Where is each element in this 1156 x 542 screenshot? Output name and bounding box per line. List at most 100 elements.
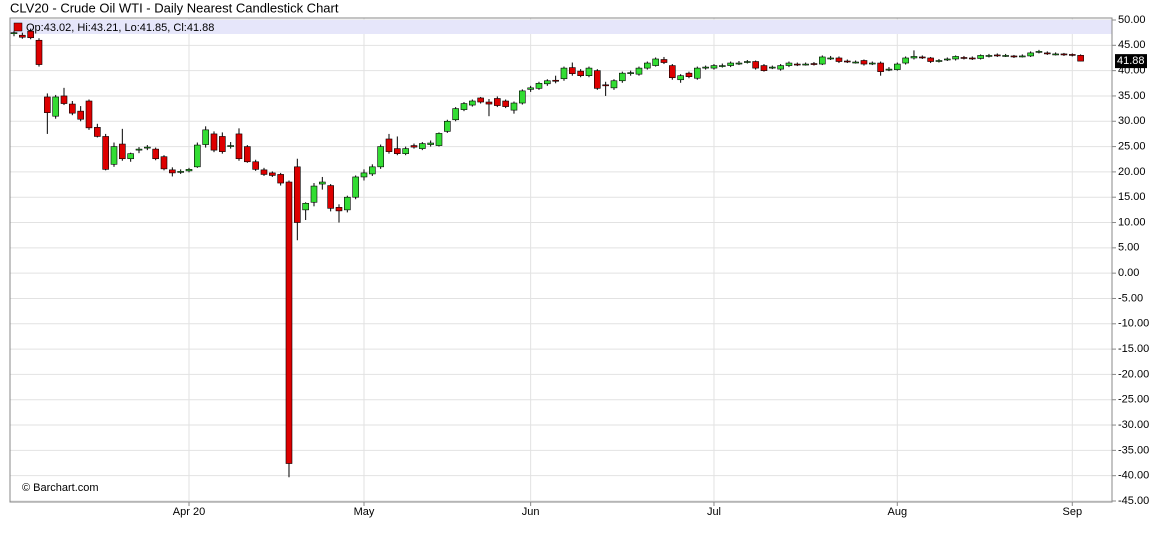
candle-body xyxy=(160,156,168,170)
header-band xyxy=(10,20,1112,34)
y-tick-label: -35.00 xyxy=(1118,444,1149,456)
candle-body xyxy=(369,166,376,175)
candle-body xyxy=(635,67,643,75)
candle-body xyxy=(569,67,576,74)
y-tick-label: 15.00 xyxy=(1118,191,1146,203)
candle-body xyxy=(1068,54,1076,56)
candle-body xyxy=(10,32,18,34)
y-tick-label: -45.00 xyxy=(1118,495,1149,507)
candle-body xyxy=(1060,53,1068,56)
candle-body xyxy=(1002,55,1009,57)
candle-body xyxy=(319,181,326,185)
candle-body xyxy=(1027,52,1034,57)
candle-body xyxy=(952,56,959,60)
candle-body xyxy=(152,148,159,160)
y-tick-label: -10.00 xyxy=(1118,318,1149,330)
candle-body xyxy=(760,65,768,71)
candle-body xyxy=(102,136,109,170)
candle-body xyxy=(377,146,384,168)
candle-body xyxy=(177,171,184,173)
candle-body xyxy=(1052,53,1059,56)
candle-body xyxy=(710,65,718,69)
candle-body xyxy=(1035,51,1043,53)
candle-body xyxy=(935,60,943,62)
x-tick-label: Sep xyxy=(1063,506,1083,518)
candle-body xyxy=(77,110,84,120)
candle-body xyxy=(610,80,618,89)
y-tick-label: -15.00 xyxy=(1118,343,1149,355)
candle-body xyxy=(94,127,101,137)
candle-body xyxy=(527,87,534,90)
candle-body xyxy=(927,57,934,62)
candle-body xyxy=(352,176,359,198)
candle-body xyxy=(852,61,859,64)
candle-body xyxy=(360,172,368,178)
candle-body xyxy=(460,103,468,110)
candle-body xyxy=(752,61,759,69)
candle-body xyxy=(677,75,684,81)
candle-body xyxy=(252,161,259,170)
last-price-box xyxy=(1115,54,1147,69)
x-tick-label: May xyxy=(354,506,375,518)
candle-body xyxy=(402,148,409,154)
candle-body xyxy=(327,185,334,209)
y-tick-label: 5.00 xyxy=(1118,242,1139,254)
candle-body xyxy=(1043,52,1051,55)
candle-body xyxy=(494,98,501,106)
x-tick-label: Apr 20 xyxy=(173,506,205,518)
candle-body xyxy=(694,67,701,79)
candle-body xyxy=(893,63,901,70)
candle-body xyxy=(502,100,509,107)
candle-body xyxy=(885,68,893,71)
candle-body xyxy=(335,207,343,212)
candle-body xyxy=(652,58,659,66)
header-icon xyxy=(13,22,23,32)
candle-body xyxy=(435,133,443,146)
candle-body xyxy=(127,153,134,160)
candle-body xyxy=(477,97,484,103)
candle-body xyxy=(769,66,776,69)
y-tick-label: 20.00 xyxy=(1118,166,1146,178)
candle-body xyxy=(552,79,559,82)
candle-body xyxy=(244,146,251,163)
candle-body xyxy=(544,80,551,85)
candle-body xyxy=(860,60,868,65)
candle-body xyxy=(285,181,293,464)
last-price-label: 41.88 xyxy=(1117,55,1145,67)
candle-body xyxy=(669,65,676,79)
candle-body xyxy=(269,172,276,176)
y-tick-label: 50.00 xyxy=(1118,14,1146,26)
candle-body xyxy=(819,56,826,65)
header-label: Op:43.02, Hi:43.21, Lo:41.85, Cl:41.88 xyxy=(26,22,214,34)
candle-body xyxy=(485,101,493,105)
y-tick-label: -40.00 xyxy=(1118,470,1149,482)
candle-body xyxy=(344,196,351,211)
candle-body xyxy=(968,57,976,60)
candle-body xyxy=(469,100,476,106)
y-tick-label: -5.00 xyxy=(1118,292,1143,304)
candle-body xyxy=(877,62,884,72)
candle-body xyxy=(744,61,751,63)
candle-body xyxy=(385,138,393,152)
candle-body xyxy=(777,65,784,70)
candle-body xyxy=(835,57,843,62)
candle-body xyxy=(119,143,126,160)
candle-body xyxy=(943,58,951,61)
candle-body xyxy=(235,133,243,160)
candle-body xyxy=(560,67,568,80)
candle-body xyxy=(627,72,634,74)
candle-body xyxy=(202,129,209,145)
candle-body xyxy=(410,145,418,148)
grid xyxy=(10,18,1112,502)
candle-body xyxy=(135,148,143,151)
candle-body xyxy=(1018,55,1026,58)
candle-body xyxy=(644,62,651,69)
candles xyxy=(10,28,1084,478)
candle-body xyxy=(594,70,601,89)
candle-body xyxy=(27,30,34,39)
candle-body xyxy=(35,39,43,65)
candle-body xyxy=(902,57,909,64)
candle-body xyxy=(52,96,59,117)
candle-body xyxy=(535,82,543,89)
candle-body xyxy=(660,59,668,63)
